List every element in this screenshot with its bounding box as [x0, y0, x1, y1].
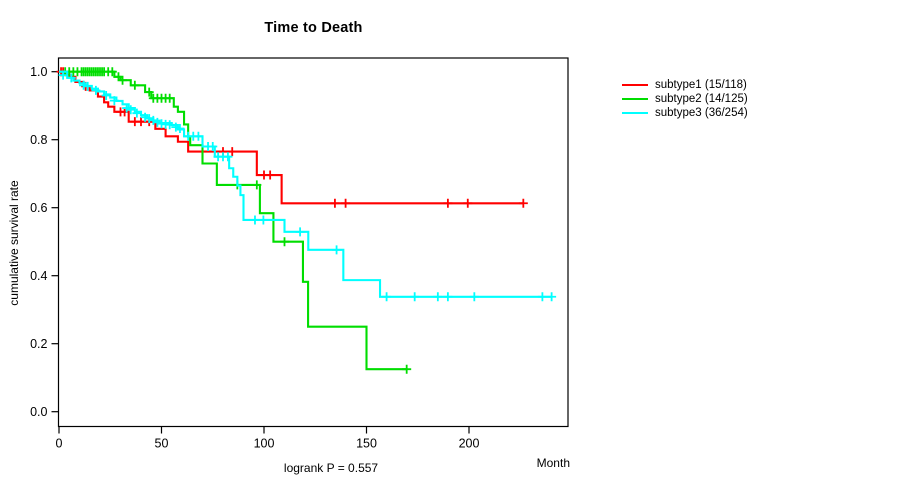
- y-tick-label: 0.2: [30, 337, 47, 351]
- logrank-pvalue-text: logrank P = 0.557: [283, 461, 379, 475]
- legend-line-subtype1-swatch: [622, 84, 648, 86]
- censor-marks-subtype3: [58, 70, 557, 302]
- x-tick-label: 200: [459, 437, 480, 451]
- y-tick-label: 0.4: [30, 269, 47, 283]
- y-tick-label: 0.0: [30, 405, 47, 419]
- x-tick-label: 0: [56, 437, 63, 451]
- legend-row-subtype3: subtype3 (36/254): [622, 106, 748, 120]
- legend-line-subtype3-swatch: [622, 112, 648, 114]
- x-tick-label: 100: [254, 437, 275, 451]
- x-axis-title: Month: [536, 456, 570, 470]
- y-tick-label: 0.8: [30, 133, 47, 147]
- survival-curve-subtype3: [59, 70, 552, 298]
- x-tick-label: 50: [155, 437, 169, 451]
- legend-line-subtype2-swatch: [622, 98, 648, 100]
- y-tick-label: 0.6: [30, 201, 47, 215]
- survival-curve-subtype1: [59, 70, 524, 205]
- y-tick-label: 1.0: [30, 65, 47, 79]
- x-tick-label: 150: [356, 437, 377, 451]
- y-axis-title: cumulative survival rate: [7, 180, 21, 306]
- legend-row-subtype2: subtype2 (14/125): [622, 92, 748, 106]
- survival-curve-subtype2: [59, 70, 407, 371]
- censor-marks-subtype1: [56, 67, 528, 208]
- legend-label-subtype2: subtype2 (14/125): [655, 93, 748, 105]
- legend-row-subtype1: subtype1 (15/118): [622, 78, 748, 92]
- legend-label-subtype1: subtype1 (15/118): [655, 79, 747, 91]
- plot-border-box: [57, 57, 569, 428]
- legend-label-subtype3: subtype3 (36/254): [655, 107, 748, 119]
- chart-title: Time to Death: [264, 20, 363, 36]
- legend: subtype1 (15/118) subtype2 (14/125) subt…: [622, 78, 748, 120]
- y-axis: 0.0 0.2 0.4 0.6 0.8 1.0: [30, 65, 59, 419]
- x-axis: 0 50 100 150 200: [56, 426, 480, 451]
